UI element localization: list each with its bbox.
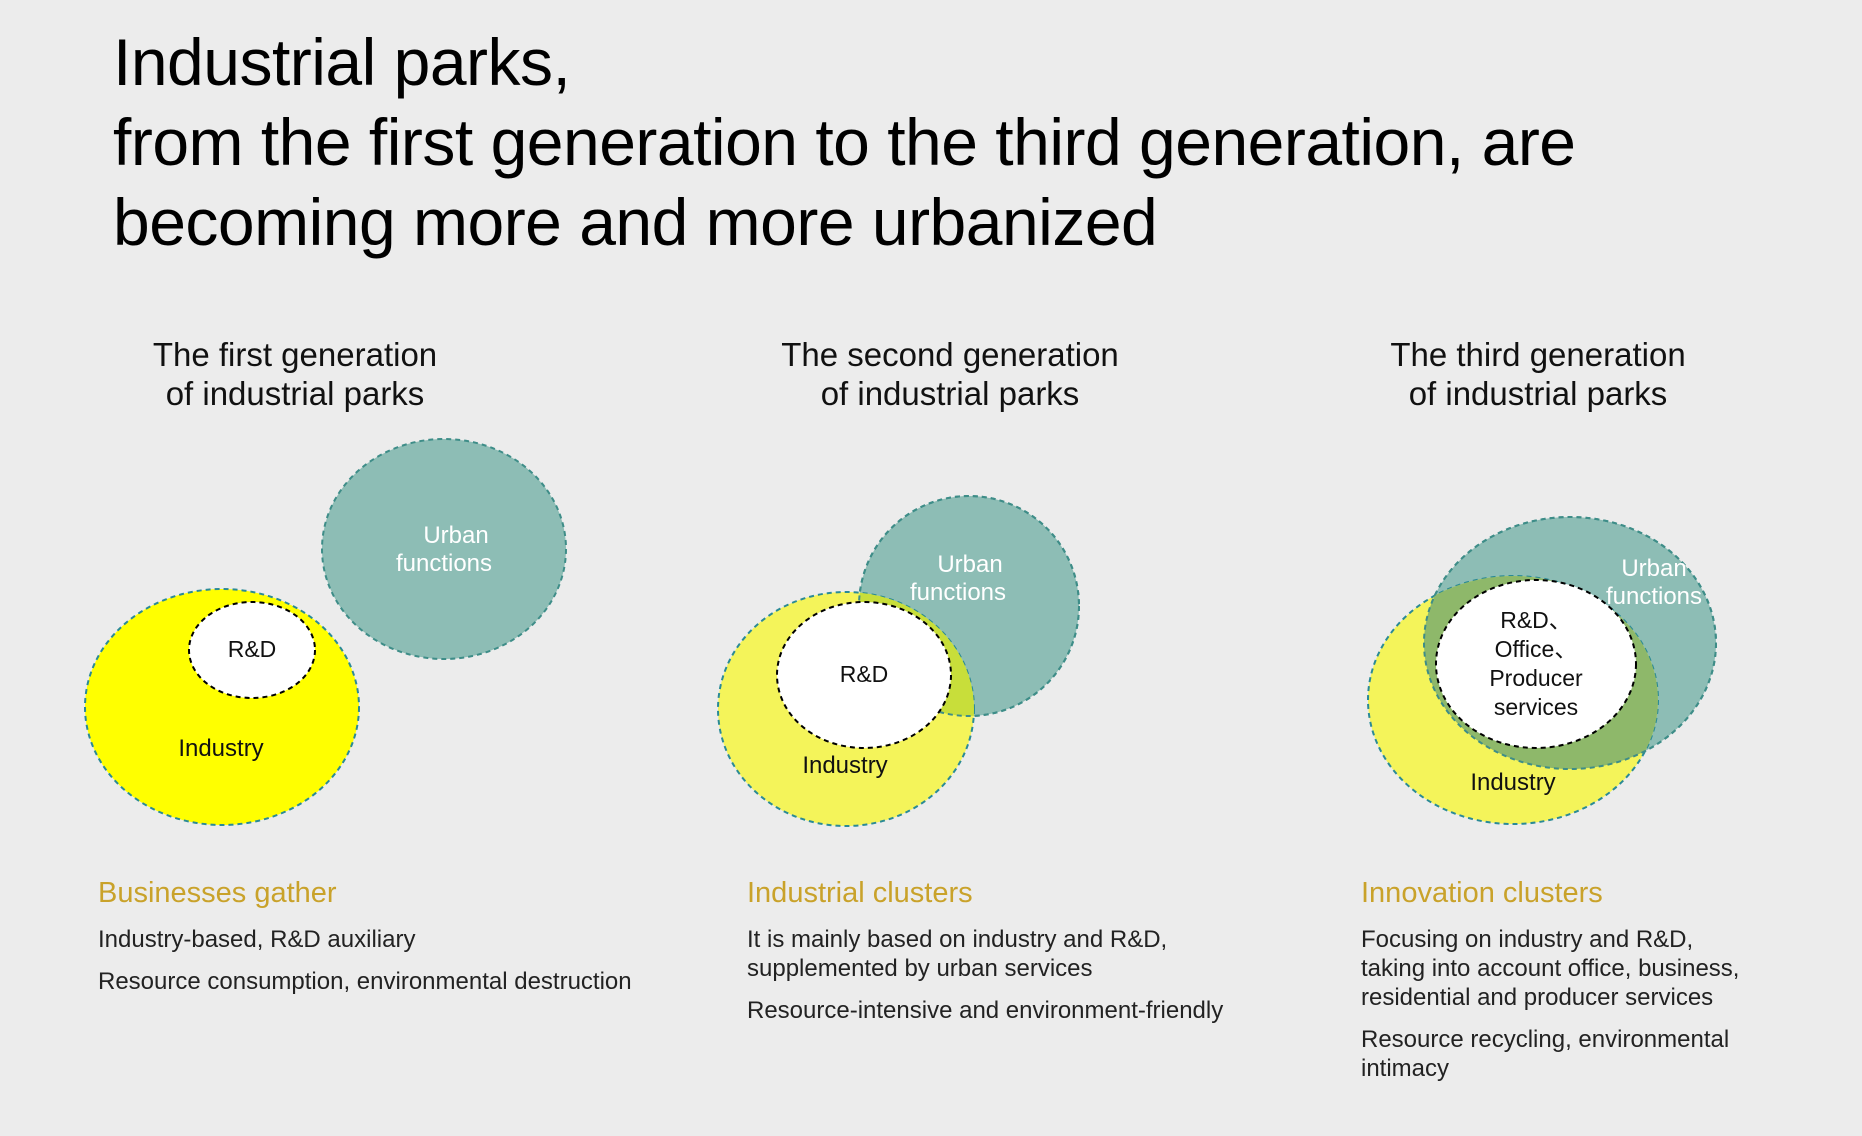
- gen3-desc-1: Focusing on industry and R&D, taking int…: [1361, 926, 1740, 1011]
- gen1-diagram: Urban functions R&D Industry: [84, 438, 567, 826]
- gen1-description: Industry-based, R&D auxiliary Resource c…: [98, 925, 632, 1009]
- gen3-heading: Innovation clusters: [1361, 877, 1603, 909]
- gen1-title-line-1: The first generation: [152, 336, 438, 373]
- gen2-heading: Industrial clusters: [747, 877, 973, 909]
- gen1-urban-circle: [321, 438, 567, 660]
- main-title-line-1: Industrial parks,: [113, 25, 571, 99]
- gen2-desc-2: Resource-intensive and environment-frien…: [747, 997, 1224, 1024]
- gen1-urban-label-2: functions: [396, 550, 492, 577]
- gen1-rd-label: R&D: [228, 636, 277, 662]
- gen3-rd-label-2: Office、: [1495, 636, 1578, 662]
- gen3-title: The third generation of industrial parks: [1338, 335, 1738, 413]
- gen3-rd-label-3: Producer: [1489, 665, 1583, 691]
- gen2-desc-1: It is mainly based on industry and R&D, …: [747, 926, 1168, 982]
- main-title-line-3: becoming more and more urbanized: [113, 185, 1158, 259]
- gen1-title: The first generation of industrial parks: [95, 335, 495, 413]
- gen3-description: Focusing on industry and R&D, taking int…: [1361, 925, 1739, 1096]
- gen3-diagram: Urban functions R&D、 Office、 Producer se…: [1367, 516, 1717, 825]
- gen1-title-line-2: of industrial parks: [165, 375, 425, 412]
- gen3-urban-label-1: Urban: [1621, 555, 1686, 582]
- gen3-title-line-1: The third generation: [1390, 336, 1686, 373]
- gen2-description: It is mainly based on industry and R&D, …: [747, 925, 1223, 1038]
- gen2-rd-circle: [776, 601, 952, 749]
- gen2-industry-label: Industry: [802, 752, 887, 779]
- gen3-rd-label-4: services: [1494, 694, 1578, 720]
- gen3-industry-label: Industry: [1470, 769, 1555, 796]
- gen1-rd-circle: [188, 601, 316, 699]
- gen2-urban-label-2: functions: [910, 579, 1006, 606]
- gen2-urban-label-1: Urban: [937, 551, 1002, 578]
- gen1-heading: Businesses gather: [98, 877, 337, 909]
- gen3-urban-outline: [1423, 516, 1717, 770]
- gen3-urban-label-2: functions: [1606, 583, 1702, 610]
- gen2-title-line-2: of industrial parks: [820, 375, 1080, 412]
- gen1-industry-label: Industry: [178, 735, 263, 762]
- gen2-title: The second generation of industrial park…: [750, 335, 1150, 413]
- gen2-diagram: Urban functions R&D Industry: [717, 495, 1080, 827]
- gen1-desc-1: Industry-based, R&D auxiliary: [98, 926, 416, 953]
- gen1-desc-2: Resource consumption, environmental dest…: [98, 968, 632, 995]
- gen3-desc-2: Resource recycling, environmental intima…: [1361, 1026, 1730, 1082]
- gen3-title-line-2: of industrial parks: [1408, 375, 1668, 412]
- gen2-rd-label: R&D: [840, 661, 889, 687]
- gen3-rd-circle: [1435, 579, 1637, 749]
- main-title-line-2: from the first generation to the third g…: [113, 105, 1576, 179]
- gen3-rd-label-1: R&D、: [1500, 607, 1572, 633]
- gen1-urban-label-1: Urban: [423, 522, 488, 549]
- main-title: Industrial parks, from the first generat…: [113, 22, 1576, 262]
- gen2-title-line-1: The second generation: [781, 336, 1119, 373]
